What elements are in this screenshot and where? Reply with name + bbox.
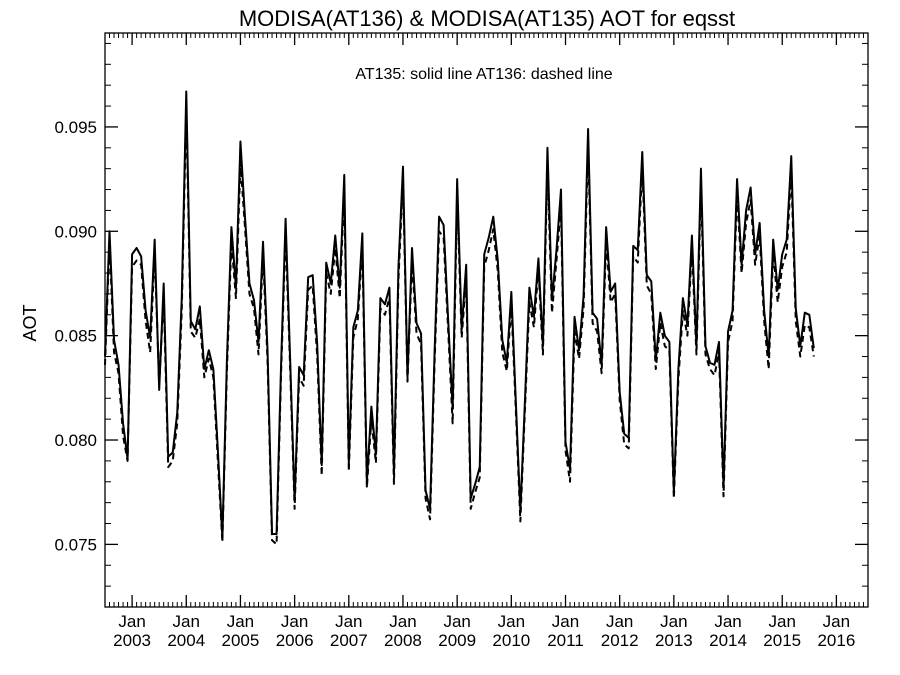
x-tick-month-label: Jan	[660, 612, 687, 631]
y-tick-label: 0.095	[54, 118, 97, 137]
x-tick-month-label: Jan	[227, 612, 254, 631]
x-tick-year-label: 2004	[167, 631, 205, 650]
y-tick-label: 0.075	[54, 535, 97, 554]
series-line-dashed	[104, 105, 815, 546]
x-tick-month-label: Jan	[173, 612, 200, 631]
x-tick-year-label: 2013	[655, 631, 693, 650]
x-tick-year-label: 2015	[763, 631, 801, 650]
x-tick-year-label: 2010	[492, 631, 530, 650]
x-axis: Jan2003Jan2004Jan2005Jan2006Jan2007Jan20…	[104, 33, 869, 650]
x-tick-month-label: Jan	[389, 612, 416, 631]
x-tick-month-label: Jan	[498, 612, 525, 631]
x-tick-year-label: 2007	[330, 631, 368, 650]
x-tick-year-label: 2006	[276, 631, 314, 650]
x-tick-year-label: 2012	[601, 631, 639, 650]
y-tick-label: 0.090	[54, 222, 97, 241]
x-tick-year-label: 2011	[547, 631, 584, 650]
x-tick-month-label: Jan	[281, 612, 308, 631]
x-tick-month-label: Jan	[823, 612, 850, 631]
x-tick-year-label: 2003	[113, 631, 151, 650]
x-tick-month-label: Jan	[335, 612, 362, 631]
x-tick-year-label: 2005	[222, 631, 260, 650]
x-tick-year-label: 2008	[384, 631, 422, 650]
x-tick-year-label: 2016	[817, 631, 855, 650]
y-tick-label: 0.085	[54, 327, 97, 346]
chart-title: MODISA(AT136) & MODISA(AT135) AOT for eq…	[239, 6, 735, 31]
plot-frame	[104, 32, 869, 608]
series-line-solid	[104, 90, 815, 540]
x-tick-month-label: Jan	[118, 612, 145, 631]
x-tick-year-label: 2014	[709, 631, 747, 650]
line-style-annotation: AT135: solid line AT136: dashed line	[355, 66, 612, 83]
x-tick-month-label: Jan	[443, 612, 470, 631]
y-axis-label: AOT	[20, 304, 40, 341]
x-tick-month-label: Jan	[769, 612, 796, 631]
y-axis: 0.075 0.080 0.085 0.090 0.095	[54, 42, 868, 608]
x-tick-year-label: 2009	[438, 631, 476, 650]
x-tick-month-label: Jan	[714, 612, 741, 631]
plot-area	[104, 90, 815, 546]
y-tick-label: 0.080	[54, 431, 97, 450]
x-tick-month-label: Jan	[552, 612, 579, 631]
x-tick-month-label: Jan	[606, 612, 633, 631]
